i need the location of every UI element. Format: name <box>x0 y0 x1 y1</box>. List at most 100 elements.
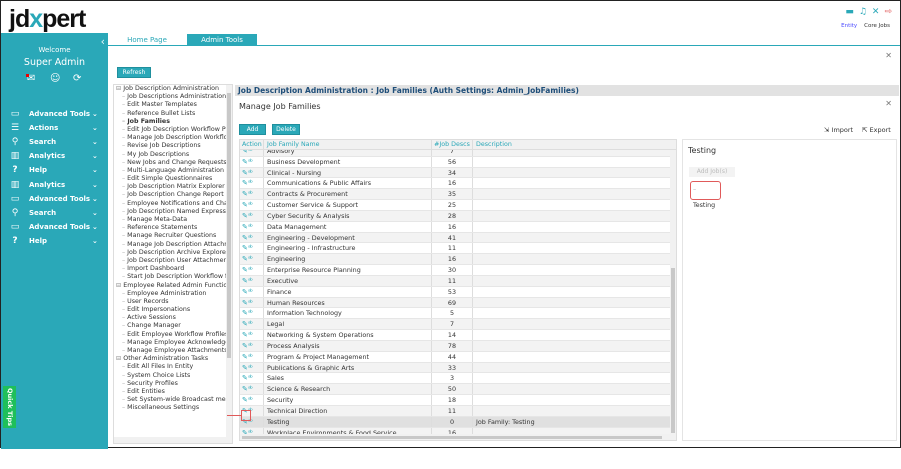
edit-icon[interactable]: ✎ <box>242 255 248 264</box>
edit-icon[interactable]: ✎ <box>242 244 248 253</box>
quick-tips-button[interactable]: Quick Tips <box>3 386 16 428</box>
table-row[interactable]: ✎ ᵃᵇ Program & Project Management 44 <box>240 351 671 363</box>
table-row[interactable]: ✎ ᵃᵇ Contracts & Procurement 35 <box>240 189 671 201</box>
sidebar-item-advanced-tools[interactable]: ▭ Advanced Tools ⌄ <box>1 192 108 206</box>
edit-icon[interactable]: ✎ <box>242 331 248 340</box>
rename-icon[interactable]: ᵃᵇ <box>248 168 253 177</box>
tree-item[interactable]: – Job Description User Attachments <box>122 256 232 264</box>
tree-item[interactable]: – Miscellaneous Settings <box>122 404 200 412</box>
rename-icon[interactable]: ᵃᵇ <box>248 244 253 253</box>
sidebar-item-help[interactable]: ? Help ⌄ <box>1 163 108 177</box>
rename-icon[interactable]: ᵃᵇ <box>248 352 253 361</box>
edit-icon[interactable]: ✎ <box>242 363 248 372</box>
rename-icon[interactable]: ᵃᵇ <box>248 341 253 350</box>
collapse-icon[interactable]: ⊟ <box>116 355 124 363</box>
close-icon[interactable]: ✕ <box>885 51 892 60</box>
edit-icon[interactable]: ✎ <box>242 428 248 434</box>
col-description[interactable]: Description <box>476 141 512 148</box>
tree-item[interactable]: – My Job Descriptions <box>122 150 190 158</box>
edit-icon[interactable]: ✎ <box>242 374 248 383</box>
tree-item[interactable]: – Edit Job Description Workflow Prot <box>114 126 232 134</box>
edit-icon[interactable]: ✎ <box>242 179 248 188</box>
tree-item[interactable]: – Set System-wide Broadcast messa <box>114 396 232 404</box>
tree-item[interactable]: – Edit Master Templates <box>122 101 197 109</box>
rename-icon[interactable]: ᵃᵇ <box>248 385 253 394</box>
table-row[interactable]: ✎ ᵃᵇ Engineering - Infrastructure 11 <box>240 243 671 255</box>
rename-icon[interactable]: ᵃᵇ <box>248 211 253 220</box>
add-jobs-button[interactable]: Add Job(s) <box>689 167 735 177</box>
rename-icon[interactable]: ᵃᵇ <box>248 287 253 296</box>
sidebar-item-search[interactable]: ⚲ Search ⌄ <box>1 206 108 220</box>
tree-item[interactable]: – Edit Simple Questionnaires <box>122 175 213 183</box>
edit-icon[interactable]: ✎ <box>242 233 248 242</box>
tree-item[interactable]: – Employee Notifications and Chang <box>114 200 232 208</box>
table-row[interactable]: ✎ ᵃᵇ Testing 0 Job Family: Testing <box>240 416 671 428</box>
tree-item[interactable]: – Job Description Named Expressior <box>114 208 232 216</box>
table-row[interactable]: ✎ ᵃᵇ Enterprise Resource Planning 30 <box>240 265 671 276</box>
edit-icon[interactable]: ✎ <box>242 352 248 361</box>
edit-icon[interactable]: ✎ <box>242 266 248 275</box>
user-settings-icon[interactable]: ☺ <box>50 73 61 84</box>
collapse-icon[interactable]: ⊟ <box>116 85 124 92</box>
rename-icon[interactable]: ᵃᵇ <box>248 233 253 242</box>
rename-icon[interactable]: ᵃᵇ <box>248 222 253 231</box>
table-row[interactable]: ✎ ᵃᵇ Human Resources 69 <box>240 297 671 309</box>
rename-icon[interactable]: ᵃᵇ <box>248 157 253 166</box>
sync-icon[interactable]: ⟳ <box>73 73 82 84</box>
bell-icon[interactable]: ♫ <box>858 7 867 17</box>
rename-icon[interactable]: ᵃᵇ <box>248 396 253 405</box>
table-row[interactable]: ✎ ᵃᵇ Data Management 16 <box>240 221 671 233</box>
rename-icon[interactable]: ᵃᵇ <box>248 276 253 285</box>
tree-group[interactable]: ⊟ Job Description Administration <box>114 85 232 93</box>
rename-icon[interactable]: ᵃᵇ <box>248 331 253 340</box>
tree-group[interactable]: ⊟ Other Administration Tasks <box>114 355 232 363</box>
table-row[interactable]: ✎ ᵃᵇ Information Technology 5 <box>240 308 671 320</box>
core-jobs-link[interactable]: Core Jobs <box>864 23 890 29</box>
tree-item[interactable]: – Multi-Language Administration <box>122 166 224 174</box>
tree-horizontal-scrollbar[interactable] <box>114 437 228 443</box>
logout-icon[interactable]: ⇨ <box>884 7 892 17</box>
delete-button[interactable]: Delete <box>272 124 300 135</box>
edit-icon[interactable]: ✎ <box>242 385 248 394</box>
detail-tree-node[interactable]: – Testing <box>690 181 721 209</box>
table-row[interactable]: ✎ ᵃᵇ Networking & System Operations 14 <box>240 330 671 341</box>
rename-icon[interactable]: ᵃᵇ <box>248 266 253 275</box>
tree-item[interactable]: – Edit Entities <box>122 387 165 395</box>
mail-icon[interactable]: ✉ <box>26 73 36 84</box>
table-row[interactable]: ✎ ᵃᵇ Security 18 <box>240 395 671 406</box>
add-button[interactable]: Add <box>239 124 266 135</box>
tree-item[interactable]: – User Records <box>122 297 169 305</box>
rename-icon[interactable]: ᵃᵇ <box>248 190 253 199</box>
edit-icon[interactable]: ✎ <box>242 222 248 231</box>
tab-home-page[interactable]: Home Page <box>127 36 167 44</box>
tree-item[interactable]: – Edit Impersonations <box>122 306 191 314</box>
sidebar-item-advanced-tools[interactable]: ▭ Advanced Tools ⌄ <box>1 107 108 121</box>
edit-icon[interactable]: ✎ <box>242 150 248 155</box>
collapse-sidebar-icon[interactable]: ‹ <box>100 35 105 48</box>
tree-item[interactable]: – Manage Employee Acknowledgem <box>114 339 232 347</box>
sidebar-item-search[interactable]: ⚲ Search ⌄ <box>1 135 108 149</box>
tree-item[interactable]: – Import Dashboard <box>122 265 185 273</box>
tree-item[interactable]: – Job Description Matrix Explorer <box>122 183 225 191</box>
tree-item[interactable]: – Manage Meta-Data <box>122 216 188 223</box>
edit-icon[interactable]: ✎ <box>242 201 248 210</box>
tools-icon[interactable]: ✕ <box>871 7 880 17</box>
edit-icon[interactable]: ✎ <box>242 309 248 318</box>
tree-item[interactable]: – Job Description Change Report <box>122 191 224 199</box>
rename-icon[interactable]: ᵃᵇ <box>248 298 253 307</box>
sidebar-item-analytics[interactable]: ▥ Analytics ⌄ <box>1 178 108 192</box>
tree-item[interactable]: – Job Families <box>122 117 170 125</box>
table-row[interactable]: ✎ ᵃᵇ Finance 53 <box>240 286 671 298</box>
tree-item[interactable]: – Edit All Files In Entity <box>122 363 194 371</box>
tree-item[interactable]: – Active Sessions <box>122 314 176 322</box>
table-row[interactable]: ✎ ᵃᵇ Business Development 56 <box>240 156 671 168</box>
tree-item[interactable]: – Job Descriptions Administration <box>122 93 227 101</box>
rename-icon[interactable]: ᵃᵇ <box>248 179 253 188</box>
table-row[interactable]: ✎ ᵃᵇ Advisory 7 <box>240 150 671 157</box>
tree-item[interactable]: – System Choice Lists <box>122 371 191 379</box>
tree-item[interactable]: – Manage Employee Attachments <box>122 347 228 354</box>
tree-item[interactable]: – Change Manager <box>122 322 181 330</box>
briefcase-icon[interactable]: ▬ <box>845 7 854 17</box>
rename-icon[interactable]: ᵃᵇ <box>248 417 253 426</box>
tree-scrollbar[interactable] <box>226 85 232 443</box>
